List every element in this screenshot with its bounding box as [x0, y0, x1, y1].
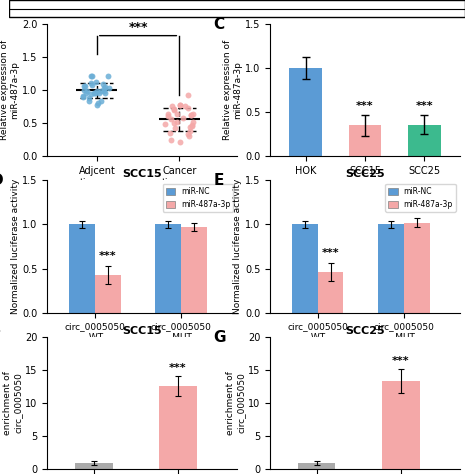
Bar — [298, 463, 336, 469]
Point — [100, 87, 108, 94]
Point — [88, 72, 95, 80]
Point — [105, 72, 112, 79]
Text: ***: *** — [392, 356, 410, 366]
Point — [83, 87, 91, 95]
Point — [168, 102, 176, 109]
Point — [81, 82, 88, 90]
Point — [189, 110, 197, 118]
Point — [188, 122, 196, 129]
Point — [164, 112, 172, 119]
Title: SCC15: SCC15 — [122, 169, 162, 179]
Bar — [95, 275, 121, 313]
Point — [170, 107, 178, 114]
Text: E: E — [213, 173, 224, 189]
Point — [186, 123, 194, 131]
Point — [161, 120, 168, 128]
Point — [91, 90, 99, 97]
Point — [80, 86, 88, 94]
Point — [176, 101, 183, 109]
Bar — [155, 224, 181, 313]
Legend: miR-NC, miR-487a-3p: miR-NC, miR-487a-3p — [385, 184, 456, 212]
Point — [187, 112, 195, 119]
Point — [97, 97, 105, 104]
Point — [85, 95, 92, 102]
Point — [185, 133, 192, 140]
Bar — [290, 68, 322, 156]
Point — [105, 84, 113, 92]
Point — [88, 73, 95, 80]
Point — [177, 138, 184, 146]
Title: SCC25: SCC25 — [345, 169, 385, 179]
Point — [176, 101, 183, 109]
Point — [92, 79, 100, 86]
Point — [88, 81, 96, 88]
Bar — [349, 126, 381, 156]
Y-axis label: Relative expression of
miR-487a-3p: Relative expression of miR-487a-3p — [223, 40, 242, 140]
Point — [86, 97, 93, 104]
Point — [88, 80, 95, 87]
Point — [101, 83, 109, 91]
Y-axis label: enrichment of
circ_0005050: enrichment of circ_0005050 — [226, 371, 246, 435]
Point — [185, 91, 192, 99]
Bar — [318, 272, 344, 313]
Point — [172, 125, 179, 132]
Point — [97, 87, 105, 94]
Bar — [408, 125, 440, 156]
Text: C: C — [213, 17, 224, 32]
Point — [79, 92, 87, 100]
Point — [164, 110, 172, 118]
Point — [187, 111, 195, 119]
Point — [185, 131, 192, 138]
Text: ***: *** — [322, 248, 339, 258]
Text: F: F — [0, 330, 1, 345]
Text: ***: *** — [128, 21, 148, 34]
Bar — [382, 381, 420, 469]
Point — [170, 105, 178, 112]
Point — [93, 87, 101, 94]
Bar — [404, 223, 429, 313]
Point — [166, 129, 174, 137]
Point — [93, 101, 100, 109]
Bar — [378, 224, 404, 313]
Point — [91, 90, 98, 97]
Bar — [292, 224, 318, 313]
Point — [167, 136, 175, 144]
Point — [95, 89, 102, 96]
Point — [100, 81, 107, 88]
Title: SCC15: SCC15 — [122, 326, 162, 336]
Point — [82, 89, 90, 96]
Title: SCC25: SCC25 — [345, 326, 385, 336]
Text: ***: *** — [169, 363, 187, 373]
Y-axis label: Normalized luciferase activity: Normalized luciferase activity — [10, 179, 19, 314]
Point — [101, 89, 109, 96]
Text: G: G — [213, 330, 226, 345]
Bar — [159, 386, 197, 469]
Point — [100, 84, 108, 91]
Point — [79, 93, 87, 101]
Bar — [69, 224, 95, 313]
Point — [184, 104, 192, 111]
Bar — [75, 463, 113, 469]
Point — [187, 127, 194, 135]
Point — [87, 90, 94, 98]
Point — [173, 110, 181, 118]
Text: ***: *** — [415, 101, 433, 111]
Y-axis label: enrichment of
circ_0005050: enrichment of circ_0005050 — [3, 371, 23, 435]
Point — [94, 100, 101, 107]
Point — [167, 116, 175, 123]
Point — [182, 102, 189, 110]
Point — [171, 119, 178, 127]
Text: ***: *** — [99, 251, 117, 261]
Text: ***: *** — [356, 101, 374, 111]
Point — [189, 123, 196, 130]
Legend: miR-NC, miR-487a-3p: miR-NC, miR-487a-3p — [163, 184, 233, 212]
Point — [190, 118, 197, 126]
Y-axis label: Relative expression of
miR-487a-3p: Relative expression of miR-487a-3p — [0, 40, 19, 140]
Bar — [181, 227, 207, 313]
Point — [173, 118, 181, 126]
Point — [180, 114, 187, 122]
Text: D: D — [0, 173, 3, 189]
Point — [82, 82, 89, 90]
Y-axis label: Normalized luciferase activity: Normalized luciferase activity — [233, 179, 242, 314]
